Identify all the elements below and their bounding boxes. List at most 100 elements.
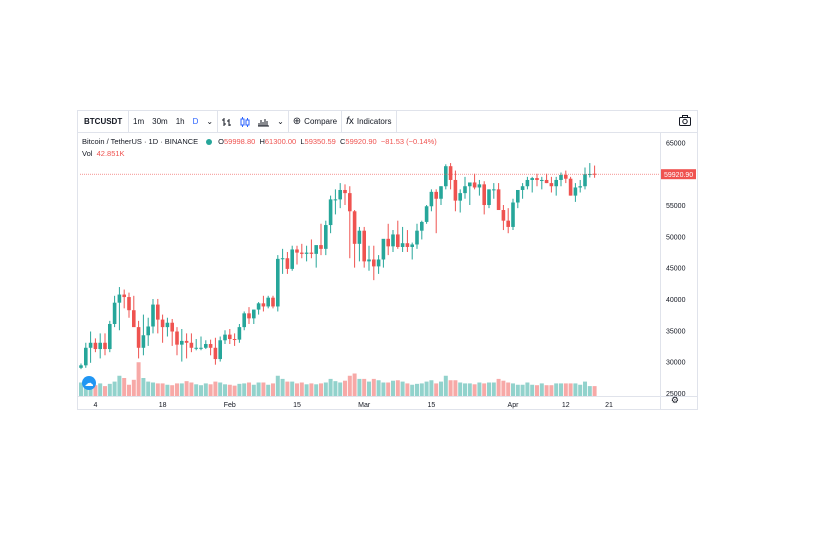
volume-bar bbox=[131, 379, 136, 396]
volume-bar bbox=[583, 381, 587, 396]
volume-bar bbox=[165, 384, 170, 396]
candle-body bbox=[420, 221, 424, 231]
volume-bar bbox=[319, 383, 323, 396]
candle-body bbox=[434, 191, 438, 199]
low-value: 59350.59 bbox=[304, 137, 336, 146]
volume-bar bbox=[559, 383, 563, 396]
volume-bar bbox=[136, 362, 141, 396]
volume-bar bbox=[285, 381, 290, 396]
camera-icon[interactable] bbox=[679, 115, 691, 128]
candle-body bbox=[247, 313, 251, 319]
x-tick-label: 12 bbox=[562, 402, 570, 409]
chart-widget: BTCUSDT 1m 30m 1h D ⌄ ⌄ ⊕ Compare fx Ind… bbox=[77, 110, 698, 410]
candle-body bbox=[333, 199, 338, 201]
candle-body bbox=[93, 342, 98, 350]
y-tick-label: 35000 bbox=[666, 328, 686, 335]
candle-body bbox=[271, 297, 275, 307]
candle-body bbox=[396, 234, 400, 247]
volume-bar bbox=[83, 386, 88, 396]
volume-bar bbox=[386, 382, 391, 396]
volume-bar bbox=[357, 378, 362, 396]
volume-bar bbox=[151, 382, 155, 396]
y-tick-label: 55000 bbox=[666, 203, 686, 210]
candle-body bbox=[280, 258, 285, 260]
candle-body bbox=[343, 189, 347, 194]
candle-body bbox=[338, 189, 342, 200]
candle-body bbox=[578, 186, 582, 188]
candle-body bbox=[256, 303, 261, 310]
series-title[interactable]: Bitcoin / TetherUS · 1D · BINANCE bbox=[82, 137, 199, 146]
candle-body bbox=[415, 230, 419, 245]
candle-body bbox=[501, 210, 506, 221]
volume-bar bbox=[213, 381, 218, 396]
candle-body bbox=[525, 179, 530, 187]
volume-bar bbox=[227, 384, 232, 396]
candle-body bbox=[583, 174, 587, 187]
interval-menu-chevron-down-icon[interactable]: ⌄ bbox=[206, 117, 214, 126]
candle-body bbox=[348, 193, 352, 212]
candle-body bbox=[127, 297, 131, 311]
volume-bar bbox=[103, 386, 107, 396]
interval-1m-button[interactable]: 1m bbox=[133, 117, 145, 126]
candle-body bbox=[300, 252, 304, 254]
volume-bar bbox=[218, 382, 223, 396]
interval-30m-button[interactable]: 30m bbox=[152, 117, 168, 126]
symbol-search-button[interactable]: BTCUSDT bbox=[84, 117, 123, 126]
interval-1h-button[interactable]: 1h bbox=[175, 117, 185, 126]
tradingview-logo-icon[interactable]: ☁ bbox=[82, 376, 96, 390]
candle-body bbox=[199, 347, 203, 349]
candle-body bbox=[79, 365, 83, 368]
candle-body bbox=[328, 199, 333, 226]
volume-bar bbox=[251, 384, 256, 396]
bar-style-icon[interactable] bbox=[218, 111, 236, 132]
interval-d-button[interactable]: D bbox=[192, 117, 199, 126]
chart-style-chevron-down-icon[interactable]: ⌄ bbox=[277, 117, 284, 126]
candle-body bbox=[573, 187, 578, 196]
volume-bar bbox=[122, 378, 127, 396]
volume-bar bbox=[179, 383, 184, 396]
volume-bar bbox=[563, 383, 568, 396]
volume-bar bbox=[280, 378, 285, 396]
volume-bar bbox=[88, 384, 93, 396]
volume-bar bbox=[448, 380, 453, 396]
volume-bar bbox=[232, 385, 237, 396]
area-style-icon[interactable] bbox=[254, 111, 273, 132]
candle-body bbox=[261, 303, 266, 307]
volume-bar bbox=[343, 380, 347, 396]
toolbar-divider bbox=[341, 111, 343, 132]
candle-body bbox=[117, 294, 122, 303]
volume-label[interactable]: Vol bbox=[82, 149, 93, 158]
ohlc-values: O59998.80 H61300.00 L59350.59 C59920.90 … bbox=[218, 136, 437, 148]
compare-button[interactable]: ⊕ Compare bbox=[289, 111, 341, 132]
volume-bar bbox=[155, 383, 160, 396]
x-tick-label: Apr bbox=[508, 402, 520, 409]
volume-bar bbox=[419, 383, 424, 396]
candle-body bbox=[290, 249, 294, 269]
y-tick-label: 45000 bbox=[666, 266, 686, 273]
volume-bar bbox=[127, 384, 131, 396]
volume-bar bbox=[271, 383, 275, 396]
volume-bar bbox=[424, 381, 429, 396]
volume-bar bbox=[405, 383, 410, 396]
volume-bar bbox=[400, 381, 405, 396]
candle-body bbox=[266, 297, 270, 307]
volume-bar bbox=[477, 382, 482, 396]
candle-style-icon[interactable] bbox=[236, 111, 254, 132]
candle-body bbox=[237, 327, 242, 340]
settings-gear-icon[interactable]: ⚙ bbox=[670, 395, 679, 405]
candle-body bbox=[463, 186, 467, 194]
volume-bar bbox=[141, 378, 146, 396]
candle-body bbox=[472, 182, 477, 188]
candle-body bbox=[487, 189, 491, 206]
volume-bar bbox=[79, 382, 83, 396]
compare-label: Compare bbox=[304, 117, 338, 126]
candle-body bbox=[304, 252, 309, 254]
volume-bar bbox=[117, 375, 122, 396]
candle-body bbox=[309, 252, 314, 254]
open-label: O bbox=[218, 137, 224, 146]
volume-bar bbox=[328, 378, 333, 396]
candle-body bbox=[429, 191, 434, 207]
indicators-button[interactable]: fx Indicators bbox=[342, 111, 395, 132]
volume-bar bbox=[496, 378, 501, 396]
price-chart[interactable]: 2500030000350004000045000500005500060000… bbox=[78, 133, 697, 410]
